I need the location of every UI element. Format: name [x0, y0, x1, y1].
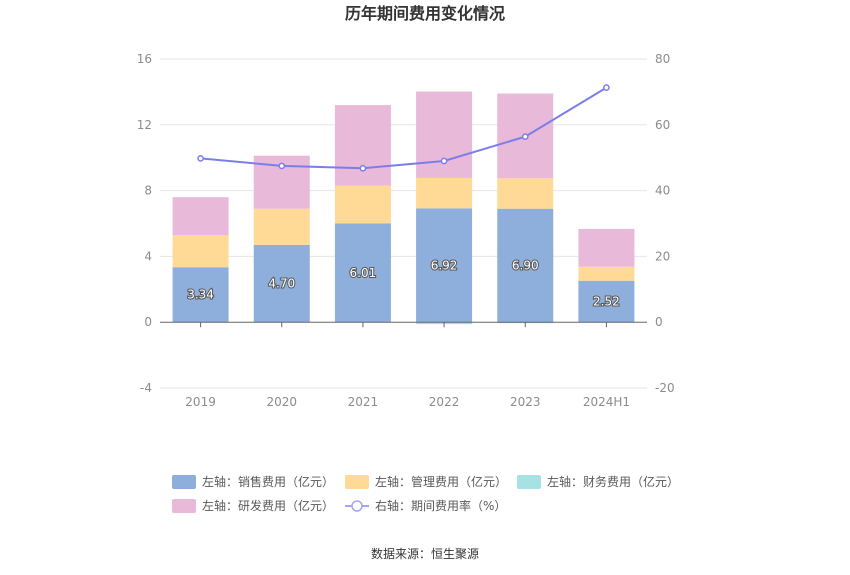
- legend-item[interactable]: 左轴：财务费用（亿元）: [517, 474, 679, 489]
- right-tick-label: 60: [655, 118, 670, 132]
- right-tick-label: 40: [655, 184, 670, 198]
- legend-label: 左轴：财务费用（亿元）: [547, 474, 679, 489]
- sales-data-label: 4.70: [268, 277, 295, 291]
- bar-segment: [253, 208, 310, 245]
- legend-swatch: [172, 499, 196, 513]
- rate-line-path: [200, 86, 607, 170]
- bar-segment: [416, 91, 473, 178]
- left-tick-label: 12: [137, 118, 152, 132]
- bar-segment: [172, 267, 229, 323]
- gridlines: [160, 58, 647, 389]
- chart-title: 历年期间费用变化情况: [345, 4, 505, 23]
- legend[interactable]: 左轴：销售费用（亿元） 左轴：管理费用（亿元） 左轴：财务费用（亿元） 左轴：研发费用…: [172, 474, 679, 513]
- sales-data-label: 2.52: [593, 294, 620, 308]
- legend-marker: [351, 500, 363, 512]
- bar-segment: [172, 235, 229, 268]
- rate-point: [359, 164, 367, 172]
- rate-line: [197, 84, 610, 172]
- axes: -4 0 4 8 12 16 -20 0 20 40 60 80 2019 2020 2021 2022 202…: [137, 52, 675, 409]
- right-tick-label: -20: [655, 381, 675, 395]
- category-label: 2024H1: [583, 395, 630, 409]
- data-source: 数据来源：恒生聚源: [371, 546, 479, 561]
- legend-item[interactable]: 左轴：管理费用（亿元）: [345, 474, 507, 489]
- left-tick-label: 4: [144, 249, 152, 263]
- rate-point: [603, 84, 610, 91]
- sales-data-label: 3.34: [187, 288, 214, 302]
- left-tick-label: 0: [144, 315, 152, 329]
- category-label: 2021: [348, 395, 379, 409]
- rate-point: [197, 155, 204, 162]
- category-label: 2023: [510, 395, 541, 409]
- bar-segment: [253, 244, 310, 323]
- legend-swatch: [517, 475, 541, 489]
- left-tick-label: 8: [144, 184, 152, 198]
- bar-segment: [497, 208, 554, 323]
- bar-segment: [416, 208, 473, 323]
- bar-segment: [497, 178, 554, 209]
- category-label: 2022: [429, 395, 460, 409]
- bar-segment: [416, 177, 473, 209]
- rate-point: [521, 133, 529, 140]
- sales-data-label: 6.01: [350, 266, 377, 280]
- legend-swatch: [345, 475, 369, 489]
- bar-segment: [334, 185, 391, 224]
- legend-label: 右轴：期间费用率（%）: [375, 498, 506, 513]
- legend-label: 左轴：管理费用（亿元）: [375, 474, 507, 489]
- sales-data-label: 6.92: [431, 258, 458, 272]
- legend-label: 左轴：研发费用（亿元）: [202, 498, 334, 513]
- bar-segment: [578, 228, 635, 267]
- bars: [172, 91, 635, 325]
- left-tick-label: 16: [137, 52, 152, 66]
- data-labels: 3.34 4.70 6.01 6.92 6.90 2.52: [186, 257, 621, 309]
- right-tick-label: 20: [655, 249, 670, 263]
- legend-item[interactable]: 左轴：销售费用（亿元）: [172, 474, 334, 489]
- category-label: 2020: [266, 395, 297, 409]
- legend-label: 左轴：销售费用（亿元）: [202, 474, 334, 489]
- legend-swatch: [172, 475, 196, 489]
- rate-point: [278, 162, 286, 170]
- bar-segment: [172, 197, 229, 236]
- bar-segment: [578, 280, 635, 323]
- sales-data-label: 6.90: [512, 258, 539, 272]
- bar-segment: [334, 105, 391, 186]
- left-tick-label: -4: [140, 381, 152, 395]
- legend-item[interactable]: 左轴：研发费用（亿元）: [172, 498, 334, 513]
- bar-segment: [578, 266, 635, 281]
- legend-item[interactable]: 右轴：期间费用率（%）: [345, 498, 506, 513]
- category-label: 2019: [185, 395, 216, 409]
- bar-segment: [334, 223, 391, 323]
- right-tick-label: 80: [655, 52, 670, 66]
- right-tick-label: 0: [655, 315, 663, 329]
- rate-point: [440, 157, 448, 165]
